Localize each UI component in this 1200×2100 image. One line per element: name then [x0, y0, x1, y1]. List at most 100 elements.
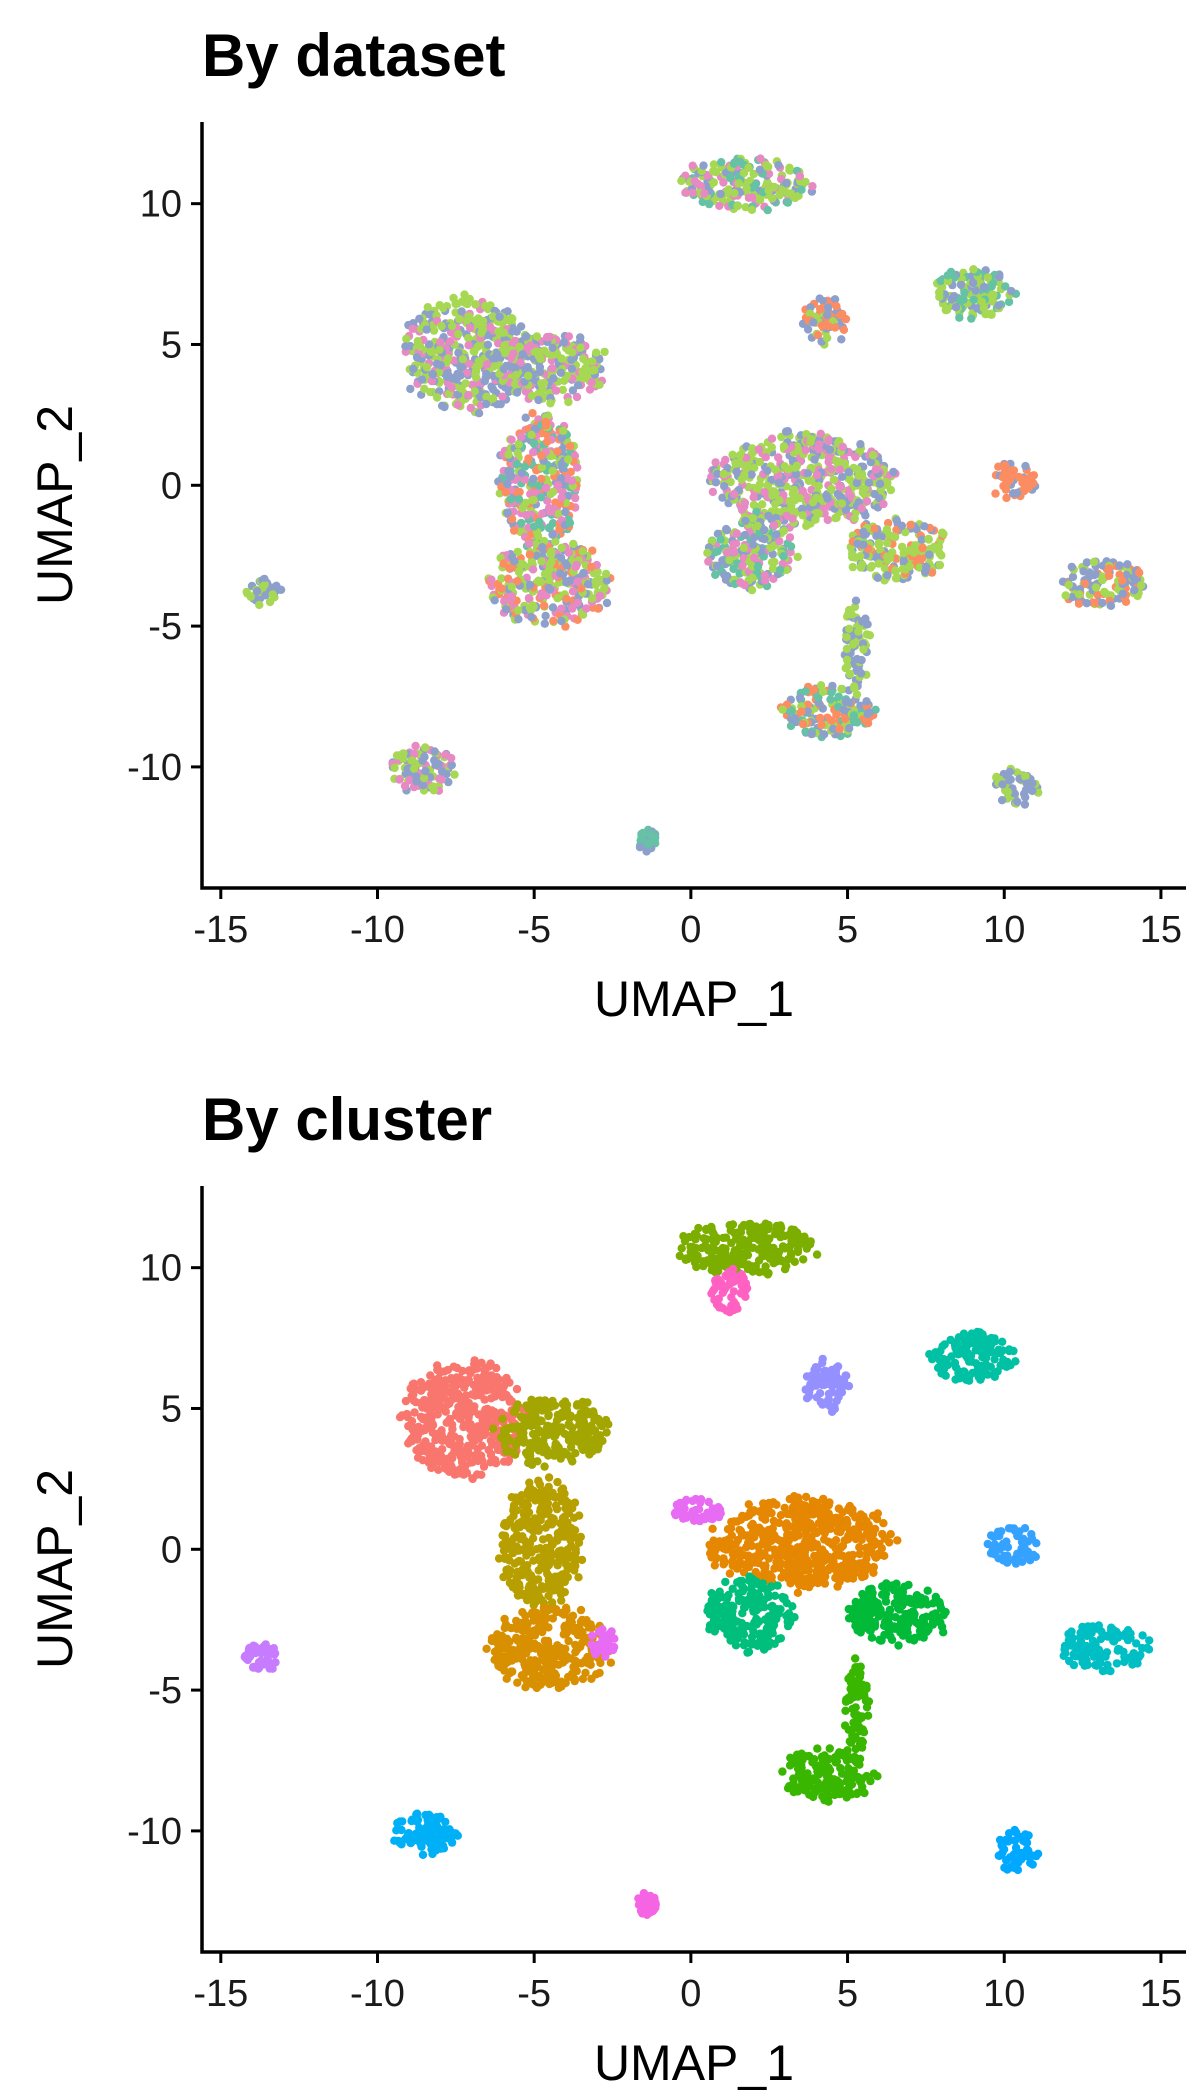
axis-lines	[200, 122, 1186, 890]
point	[513, 1400, 522, 1409]
point	[524, 539, 534, 548]
point	[950, 292, 959, 301]
point	[955, 313, 964, 322]
point	[969, 265, 978, 274]
point	[837, 499, 847, 508]
point	[464, 341, 473, 350]
point	[845, 624, 854, 633]
point	[813, 508, 822, 518]
y-tick-label: -10	[127, 747, 182, 789]
point	[499, 328, 508, 337]
point	[406, 1436, 415, 1445]
point	[562, 561, 572, 570]
point	[779, 442, 789, 451]
point	[797, 185, 806, 194]
x-tick-label: 10	[983, 909, 1025, 951]
point	[851, 452, 860, 462]
point	[749, 169, 758, 179]
point	[558, 385, 567, 395]
point	[501, 605, 511, 614]
point	[996, 1361, 1005, 1370]
point	[464, 390, 473, 400]
point	[677, 1244, 686, 1253]
point	[549, 1492, 559, 1502]
point	[862, 630, 872, 639]
point	[587, 366, 597, 375]
point	[572, 392, 582, 402]
point	[515, 342, 524, 351]
point	[837, 335, 846, 344]
point	[447, 383, 456, 392]
point-cluster-c18	[635, 825, 660, 856]
point	[488, 384, 498, 394]
point	[497, 584, 506, 593]
point	[883, 539, 892, 548]
point	[957, 1370, 966, 1379]
point	[517, 519, 526, 528]
point	[470, 1407, 479, 1416]
point	[409, 1396, 419, 1406]
point	[436, 338, 445, 347]
point	[412, 353, 422, 362]
point	[897, 521, 907, 530]
point	[246, 592, 255, 601]
point	[558, 1399, 567, 1409]
point	[568, 386, 578, 395]
point	[446, 337, 455, 346]
point	[883, 571, 892, 580]
point-cluster-c2	[798, 294, 851, 349]
point	[510, 380, 520, 389]
point	[830, 323, 840, 332]
point	[868, 451, 878, 460]
point	[537, 451, 546, 460]
point	[537, 589, 546, 598]
point	[539, 601, 549, 610]
point	[477, 1470, 486, 1480]
point	[756, 154, 765, 163]
point	[875, 479, 885, 488]
point	[705, 199, 714, 209]
point	[261, 591, 270, 600]
point	[545, 332, 555, 342]
point	[506, 1566, 515, 1576]
point	[480, 1395, 489, 1404]
point	[494, 1554, 504, 1563]
point	[509, 349, 518, 358]
point	[556, 569, 565, 578]
point	[577, 1401, 586, 1410]
point	[426, 347, 436, 357]
point	[430, 747, 439, 756]
point	[824, 322, 833, 331]
point	[1029, 471, 1039, 480]
point	[512, 388, 522, 397]
point	[406, 384, 415, 394]
point	[539, 1448, 548, 1457]
point	[521, 1498, 531, 1507]
point	[851, 596, 861, 605]
scatter-points-by-cluster	[240, 1219, 1154, 1920]
point	[417, 375, 427, 384]
point	[963, 1353, 972, 1363]
point	[507, 1493, 516, 1502]
point	[1118, 576, 1127, 585]
point	[601, 569, 611, 579]
point	[939, 529, 948, 539]
point	[576, 1532, 585, 1542]
point	[1021, 772, 1030, 781]
point	[513, 1591, 523, 1600]
point	[740, 470, 749, 480]
point	[582, 604, 591, 613]
point	[408, 324, 417, 333]
point	[732, 467, 741, 476]
point	[730, 188, 739, 198]
point	[519, 1673, 528, 1682]
point	[546, 351, 556, 360]
point	[998, 1346, 1007, 1355]
point	[863, 709, 872, 719]
point	[739, 1274, 748, 1283]
point	[769, 1258, 778, 1268]
point	[443, 354, 453, 363]
point	[815, 294, 824, 303]
point	[995, 272, 1004, 282]
point	[532, 1419, 542, 1428]
